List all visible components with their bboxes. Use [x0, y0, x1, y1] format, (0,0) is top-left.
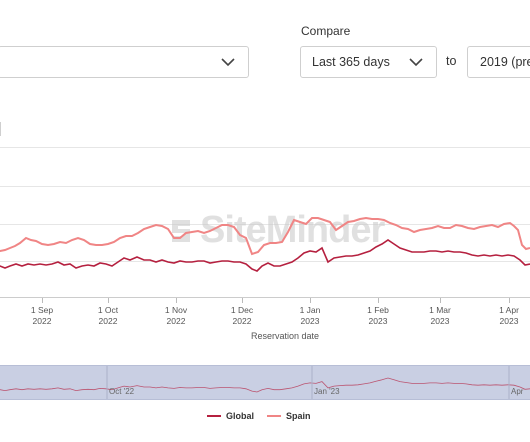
- x-axis-title: Reservation date: [250, 331, 320, 341]
- navigator-series: [0, 366, 530, 399]
- gridline: [0, 224, 530, 225]
- compare-period-select[interactable]: Last 365 days: [300, 46, 437, 78]
- compare-label: Compare: [301, 24, 351, 38]
- x-tick: [108, 298, 109, 303]
- legend-label: Global: [226, 411, 255, 421]
- navigator-label: Oct '22: [109, 387, 135, 396]
- x-tick-label: 1 Sep 2022: [30, 305, 54, 326]
- x-tick: [176, 298, 177, 303]
- x-tick-label: 1 Oct 2022: [97, 305, 119, 326]
- siteminder-watermark: SiteMinder: [166, 209, 385, 252]
- to-label: to: [446, 54, 457, 68]
- siteminder-logo-icon: [172, 219, 190, 242]
- compare-year-value: 2019 (pre: [480, 55, 530, 69]
- x-tick: [440, 298, 441, 303]
- chart-plot: [0, 216, 530, 272]
- gridline: [0, 186, 530, 187]
- x-tick: [509, 298, 510, 303]
- chevron-down-icon: [409, 58, 423, 67]
- x-tick: [378, 298, 379, 303]
- x-tick-label: 1 Mar 2023: [429, 305, 451, 326]
- x-tick-label: 1 Nov 2022: [164, 305, 188, 326]
- x-tick: [242, 298, 243, 303]
- y-axis-fragment: [0, 122, 1, 136]
- range-navigator[interactable]: [0, 365, 530, 400]
- legend-label: Spain: [286, 411, 311, 421]
- x-tick: [42, 298, 43, 303]
- navigator-label: Jan '23: [314, 387, 340, 396]
- navigator-label: Apr: [511, 387, 524, 396]
- compare-year-select[interactable]: 2019 (pre: [467, 46, 530, 78]
- gridline: [0, 261, 530, 262]
- legend-swatch: [267, 415, 281, 417]
- legend-item-spain[interactable]: Spain: [267, 411, 311, 421]
- series-line-spain: [0, 216, 530, 256]
- compare-period-value: Last 365 days: [312, 55, 390, 69]
- chevron-down-icon: [221, 58, 235, 67]
- gridline: [0, 147, 530, 148]
- legend-item-global[interactable]: Global: [207, 411, 254, 421]
- metric-select[interactable]: [0, 46, 249, 78]
- x-tick-label: 1 Apr 2023: [499, 305, 519, 326]
- x-tick-label: 1 Jan 2023: [299, 305, 321, 326]
- legend-swatch: [207, 415, 221, 417]
- series-line-global: [0, 239, 530, 272]
- x-tick-label: 1 Dec 2022: [230, 305, 254, 326]
- x-tick: [310, 298, 311, 303]
- x-tick-label: 1 Feb 2023: [367, 305, 389, 326]
- x-axis-line: [0, 297, 530, 298]
